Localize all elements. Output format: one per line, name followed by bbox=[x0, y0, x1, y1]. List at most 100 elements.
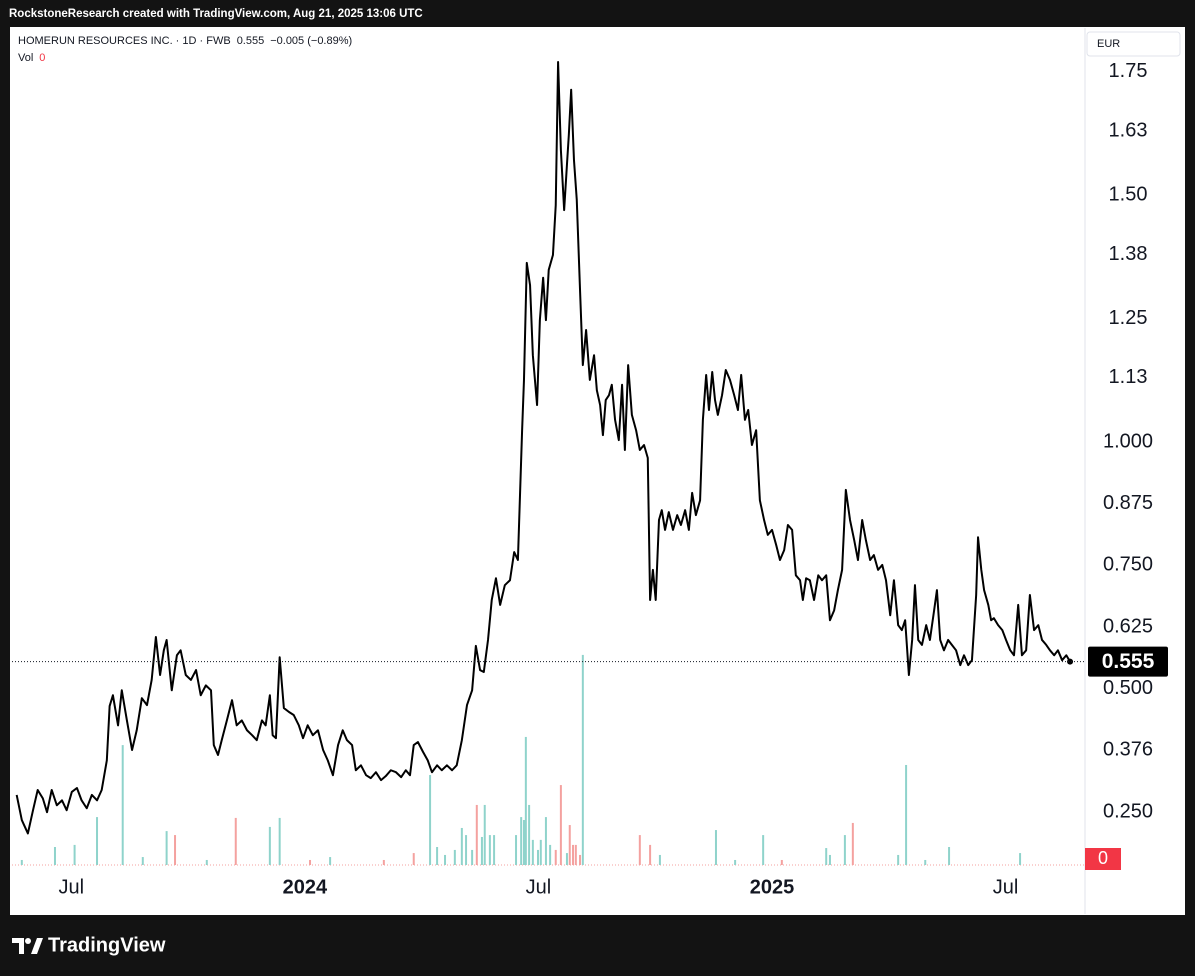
volume-bar bbox=[948, 847, 951, 865]
volume-bar bbox=[565, 853, 568, 865]
volume-bar bbox=[234, 817, 237, 865]
y-tick-label: 1.000 bbox=[1103, 430, 1153, 452]
volume-value: 0 bbox=[39, 52, 45, 64]
volume-bar bbox=[141, 857, 144, 865]
volume-bar bbox=[734, 859, 737, 865]
y-tick-label: 0.750 bbox=[1103, 554, 1153, 576]
volume-bar bbox=[851, 822, 854, 865]
volume-bar bbox=[465, 835, 468, 865]
last-price-label: 0.555 bbox=[1102, 650, 1155, 673]
volume-bar bbox=[493, 835, 496, 865]
volume-bar bbox=[278, 817, 281, 865]
volume-bar bbox=[520, 817, 523, 865]
volume-bar bbox=[488, 835, 491, 865]
volume-bar bbox=[268, 826, 271, 865]
volume-bar bbox=[382, 859, 385, 865]
volume-bar bbox=[309, 859, 312, 865]
volume-legend: Vol 0 bbox=[18, 52, 45, 64]
x-tick-label: 2025 bbox=[750, 876, 795, 898]
y-tick-label: 1.50 bbox=[1109, 184, 1148, 206]
volume-bar bbox=[579, 854, 582, 865]
caption: RockstoneResearch created with TradingVi… bbox=[9, 8, 423, 20]
volume-bar bbox=[121, 745, 124, 865]
volume-bar bbox=[581, 654, 584, 865]
brand: TradingView bbox=[48, 934, 166, 956]
volume-bar bbox=[531, 839, 534, 865]
y-tick-label: 1.25 bbox=[1109, 307, 1148, 329]
volume-bar bbox=[460, 827, 463, 865]
volume-bar bbox=[905, 764, 908, 865]
volume-bar bbox=[638, 835, 641, 865]
x-tick-label: 2024 bbox=[283, 876, 328, 898]
volume-bar bbox=[568, 825, 571, 865]
brand-logo bbox=[12, 938, 43, 954]
volume-bar bbox=[329, 857, 332, 865]
volume-bar bbox=[475, 804, 478, 865]
y-tick-label: 0.500 bbox=[1103, 677, 1153, 699]
y-tick-label: 1.75 bbox=[1109, 60, 1148, 82]
volume-bar bbox=[649, 844, 652, 865]
volume-bar bbox=[549, 844, 552, 865]
y-tick-label: 0.625 bbox=[1103, 615, 1153, 637]
volume-bar bbox=[436, 847, 439, 865]
currency-button[interactable] bbox=[1086, 31, 1181, 57]
volume-bar bbox=[780, 859, 783, 865]
volume-bar bbox=[444, 854, 447, 865]
volume-bar bbox=[471, 849, 474, 865]
y-tick-label: 0.250 bbox=[1103, 800, 1153, 822]
volume-bar bbox=[412, 853, 415, 865]
volume-bar bbox=[165, 831, 168, 865]
last-point bbox=[1067, 658, 1074, 665]
volume-bar bbox=[483, 804, 486, 865]
volume-bar bbox=[174, 835, 177, 865]
last-price-box bbox=[1088, 646, 1168, 677]
volume-bar bbox=[522, 820, 525, 865]
volume-bar bbox=[515, 835, 518, 865]
legend-change: −0.005 (−0.89%) bbox=[270, 35, 352, 47]
y-tick-label: 1.38 bbox=[1109, 243, 1148, 265]
y-tick-label: 0.875 bbox=[1103, 492, 1153, 514]
x-tick-label: Jul bbox=[59, 876, 85, 898]
x-tick-label: Jul bbox=[993, 876, 1019, 898]
price-line bbox=[15, 61, 1071, 835]
volume-bar bbox=[205, 859, 208, 865]
volume-bar bbox=[53, 847, 56, 865]
legend: HOMERUN RESOURCES INC. · 1D · FWB 0.555 −0… bbox=[18, 35, 352, 47]
volume-bar bbox=[714, 830, 717, 865]
volume-bar bbox=[73, 844, 76, 865]
volume-bar bbox=[897, 854, 900, 865]
volume-bar bbox=[574, 844, 577, 865]
volume-bar bbox=[96, 817, 99, 865]
volume-bar bbox=[762, 835, 765, 865]
chart-frame bbox=[10, 27, 1185, 915]
symbol: HOMERUN RESOURCES INC. · 1D · FWB bbox=[18, 35, 231, 47]
volume-bar bbox=[453, 849, 456, 865]
volume-bar bbox=[528, 804, 531, 865]
y-tick-label: 1.63 bbox=[1109, 119, 1148, 141]
volume-bar bbox=[524, 736, 527, 865]
volume-bar bbox=[559, 785, 562, 865]
volume-bar bbox=[572, 844, 575, 865]
volume-axis-box bbox=[1085, 848, 1121, 870]
currency-label[interactable]: EUR bbox=[1097, 38, 1120, 50]
y-tick-label: 1.13 bbox=[1109, 366, 1148, 388]
volume-name: Vol bbox=[18, 52, 33, 64]
volume-bar bbox=[924, 859, 927, 865]
logo-shape bbox=[12, 938, 24, 954]
logo-dot bbox=[25, 938, 31, 944]
y-tick-label: 0.376 bbox=[1103, 738, 1153, 760]
volume-bar bbox=[1019, 853, 1022, 865]
volume-bar bbox=[554, 849, 557, 865]
logo-shape bbox=[31, 938, 43, 954]
legend-price: 0.555 bbox=[237, 35, 265, 47]
volume-bar bbox=[429, 775, 432, 865]
volume-bar bbox=[843, 835, 846, 865]
volume-bar bbox=[544, 817, 547, 865]
volume-bar bbox=[658, 854, 661, 865]
volume-bar bbox=[20, 859, 23, 865]
volume-bar bbox=[480, 836, 483, 865]
volume-bar bbox=[536, 849, 539, 865]
volume-bar bbox=[539, 839, 542, 865]
volume-bar bbox=[825, 848, 828, 865]
